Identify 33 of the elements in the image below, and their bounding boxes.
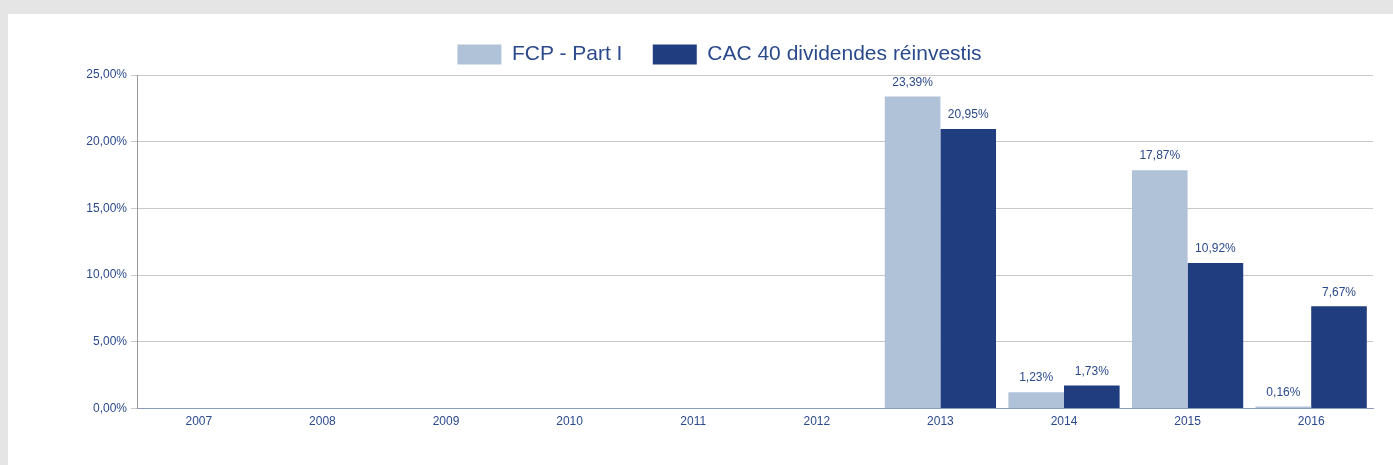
y-tick-label: 20,00% [86,134,128,149]
y-tick-label: 25,00% [86,67,128,82]
y-tick-label: 15,00% [86,200,128,215]
x-tick-label: 2016 [1297,414,1325,429]
x-tick-label: 2012 [803,414,831,429]
data-label: 7,67% [1321,284,1357,299]
y-tick-label: 5,00% [92,334,128,349]
bar [884,96,941,409]
x-tick-label: 2015 [1174,414,1202,429]
data-label: 0,16% [1266,384,1301,399]
data-label: 1,23% [1019,370,1054,385]
x-tick-label: 2010 [556,414,584,429]
x-tick-label: 2013 [927,414,955,429]
data-label: 1,73% [1074,363,1110,378]
y-tick-label: 10,00% [86,267,128,282]
x-tick-label: 2009 [432,414,460,429]
data-label: 17,87% [1139,148,1181,163]
bar [1131,170,1188,409]
bar [940,129,997,409]
x-tick-label: 2014 [1050,414,1078,429]
bar [1311,306,1367,409]
x-tick-label: 2007 [185,414,213,429]
x-tick-label: 2008 [309,414,337,429]
data-label: 23,39% [892,74,934,89]
y-tick-label: 0,00% [92,400,128,415]
data-label: 20,95% [947,107,989,122]
legend-label: CAC 40 dividendes réinvestis [707,41,982,65]
x-tick-label: 2011 [680,414,707,429]
bar [1187,262,1244,409]
data-label: 10,92% [1195,241,1237,256]
bar [1008,392,1064,409]
bar [1064,385,1120,409]
legend-label: FCP - Part I [511,41,623,65]
